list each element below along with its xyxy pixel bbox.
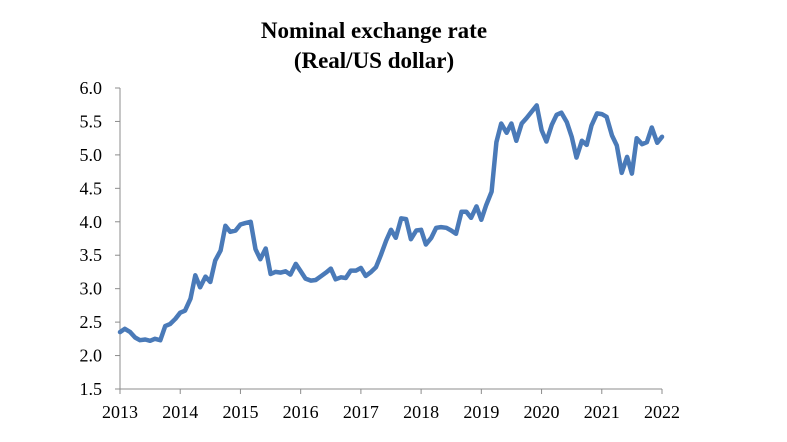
- x-tick-label: 2019: [463, 402, 499, 422]
- series-layer: [117, 103, 665, 344]
- y-tick-label: 3.5: [80, 245, 103, 265]
- y-tick-label: 5.0: [80, 145, 103, 165]
- x-tick-label: 2013: [102, 402, 138, 422]
- chart-subtitle: (Real/US dollar): [294, 48, 454, 73]
- y-tick-label: 5.5: [80, 111, 103, 131]
- y-tick-label: 2.0: [80, 346, 103, 366]
- y-axis: 1.5 2.0 2.5 3.0 3.5 4.0 4.5 5.0 5.5 6.0: [80, 78, 121, 399]
- x-tick-label: 2017: [343, 402, 379, 422]
- y-tick-label: 2.5: [80, 312, 103, 332]
- y-tick-label: 1.5: [80, 379, 103, 399]
- x-tick-label: 2022: [644, 402, 680, 422]
- x-tick-label: 2018: [403, 402, 439, 422]
- x-tick-label: 2021: [584, 402, 620, 422]
- x-tick-label: 2014: [162, 402, 198, 422]
- series-line: [117, 103, 665, 344]
- chart-title: Nominal exchange rate: [261, 18, 487, 43]
- x-tick-label: 2020: [524, 402, 560, 422]
- x-tick-label: 2015: [222, 402, 258, 422]
- y-tick-label: 6.0: [80, 78, 103, 98]
- x-tick-label: 2016: [283, 402, 319, 422]
- y-tick-label: 4.0: [80, 212, 103, 232]
- y-tick-label: 4.5: [80, 178, 103, 198]
- x-axis: 2013 2014 2015 2016 2017 2018 2019 2020 2021 2022: [102, 388, 680, 422]
- y-tick-label: 3.0: [80, 279, 103, 299]
